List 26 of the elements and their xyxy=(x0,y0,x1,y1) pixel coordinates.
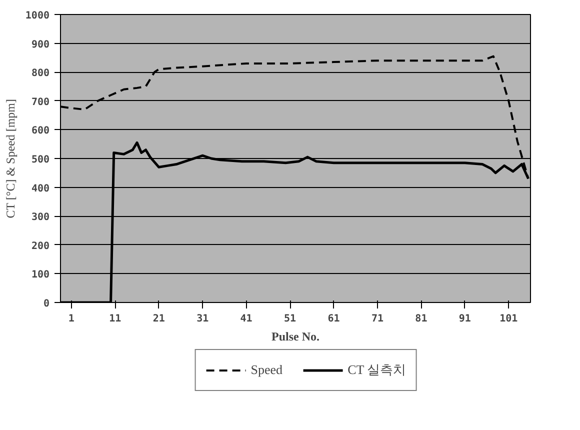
y-tick-label: 800 xyxy=(31,68,50,80)
y-tick-label: 100 xyxy=(31,270,50,281)
x-axis-title: Pulse No. xyxy=(272,330,320,344)
x-tick-label: 31 xyxy=(196,314,209,324)
x-tick-label: 1 xyxy=(68,314,74,324)
x-tick-label: 21 xyxy=(152,314,165,324)
y-tick-label: 1000 xyxy=(25,10,50,22)
y-tick-label: 900 xyxy=(31,39,50,50)
x-tick-label: 61 xyxy=(328,314,340,324)
x-tick-label: 91 xyxy=(458,314,471,324)
x-tick-label: 81 xyxy=(415,314,428,324)
y-tick-label: 200 xyxy=(31,240,50,252)
x-tick-label: 11 xyxy=(109,314,122,324)
legend-label: Speed xyxy=(250,362,283,378)
y-axis-title: CT [°C] & Speed [mpm] xyxy=(3,98,18,218)
y-tick-label: 0 xyxy=(43,298,50,310)
y-tick-label: 300 xyxy=(31,212,50,224)
x-tick-label: 101 xyxy=(500,314,518,324)
y-tick-label: 600 xyxy=(31,126,50,137)
y-tick-label: 400 xyxy=(31,183,50,194)
legend-label: CT 실측치 xyxy=(348,361,406,379)
y-tick-label: 700 xyxy=(31,96,50,108)
x-tick-label: 41 xyxy=(240,314,252,324)
x-tick-label: 51 xyxy=(284,314,296,324)
y-tick-label: 500 xyxy=(31,154,50,166)
x-tick-label: 71 xyxy=(371,314,384,324)
